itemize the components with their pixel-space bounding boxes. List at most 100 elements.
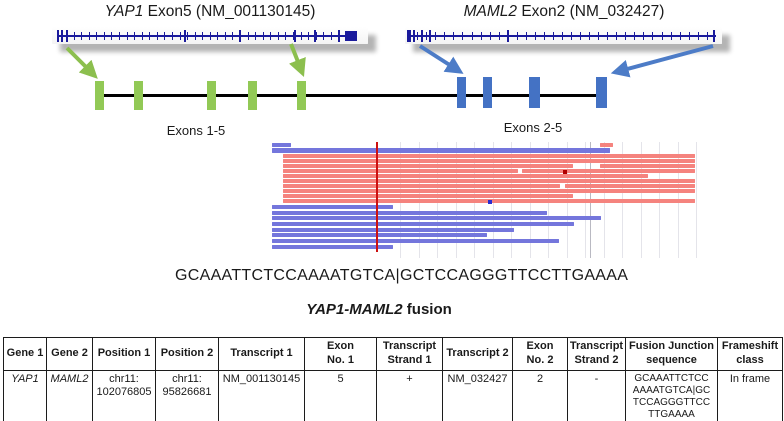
table-cell: YAP1 (3, 369, 47, 421)
fusion-caption: YAP1-MAML2 fusion (306, 301, 452, 318)
exon-tick (453, 32, 455, 40)
exon-tick (462, 32, 464, 40)
exon-tick (426, 32, 428, 40)
gene2-exon-box (457, 77, 466, 108)
exon-tick (534, 32, 536, 40)
fusion-caption-rest: fusion (402, 301, 452, 318)
alignment-read-bar (600, 143, 613, 147)
gene2-title-rest: Exon2 (NM_032427) (517, 3, 665, 20)
exon-tick (88, 32, 90, 40)
exon-tick (73, 32, 75, 40)
exon-tick (224, 32, 226, 40)
mismatch-dot (563, 170, 567, 174)
fusion-caption-genes: YAP1-MAML2 (306, 301, 403, 318)
exon-tick (489, 32, 491, 40)
exon-tick (525, 32, 527, 40)
table-cell: 2 (512, 369, 568, 421)
alignment-read-bar (283, 164, 573, 168)
alignment-read-bar (272, 239, 559, 243)
alignment-read-bar (283, 184, 560, 188)
table-cell: chr11: 102076805 (92, 369, 156, 421)
table-cell: MAML2 (46, 369, 93, 421)
green-exon-arrow (289, 43, 306, 78)
first-exon-block (407, 30, 411, 42)
exon-tick (598, 32, 600, 40)
alignment-read-bar (283, 169, 518, 173)
exon-tick (255, 32, 257, 40)
exon-tick-tall (57, 30, 60, 42)
alignment-read-bar (283, 159, 695, 163)
exon-tick (444, 32, 446, 40)
exon-tick (149, 32, 151, 40)
alignment-read-bar (272, 245, 393, 249)
exon-tick (300, 32, 302, 40)
alignment-read-bar (600, 164, 695, 168)
table-cell: - (567, 369, 626, 421)
exon-tick (164, 32, 166, 40)
alignment-read-bar (283, 189, 695, 193)
gene1-title-rest: Exon5 (NM_001130145) (143, 3, 316, 20)
gene2-exon-box (596, 77, 607, 108)
gene1-exon-box (248, 81, 257, 110)
gene1-transcript-track (52, 27, 368, 44)
exon-tick (277, 32, 279, 40)
fusion-table-data-row: YAP1 MAML2 chr11: 102076805 chr11: 95826681… (3, 369, 783, 421)
exon-tick (652, 32, 654, 40)
table-header-cell: Transcript Strand 1 (376, 337, 443, 371)
exon-tick (661, 32, 663, 40)
exon-tick (209, 32, 211, 40)
exon-tick (616, 32, 618, 40)
exon-tick (141, 32, 143, 40)
exon-tick (643, 32, 645, 40)
exon-tick (688, 32, 690, 40)
fusion-table-header-row: Gene 1 Gene 2 Position 1 Position 2 Transcri… (3, 337, 783, 371)
table-header-cell: Gene 1 (3, 337, 47, 371)
exon-tick (202, 32, 204, 40)
exon-tick (315, 32, 317, 40)
exon-tick (634, 32, 636, 40)
green-exon-arrow (65, 46, 98, 79)
gene2-transcript-track (405, 27, 722, 44)
exon-tick (670, 32, 672, 40)
exon-tick (194, 32, 196, 40)
gene1-exon-box (134, 81, 143, 110)
exon-tick (679, 32, 681, 40)
last-exon-block (345, 31, 357, 41)
exon-tick (607, 32, 609, 40)
gene1-name: YAP1 (104, 3, 144, 20)
exon-tick-tall (420, 30, 423, 42)
exon-tick-tall (239, 30, 242, 42)
exon-tick-tall (337, 30, 340, 42)
table-header-cell: Exon No. 1 (304, 337, 377, 371)
alignment-read-bar (272, 228, 514, 232)
exon-tick (187, 32, 189, 40)
exon-mapping-arrows (65, 43, 714, 79)
exon-tick (516, 32, 518, 40)
exon-tick-tall (65, 30, 68, 42)
exon-tick (580, 32, 582, 40)
exon-tick (96, 32, 98, 40)
alignment-read-bar (565, 184, 695, 188)
exon-tick (217, 32, 219, 40)
exon-tick-tall (507, 30, 510, 42)
gene2-exon-box (529, 77, 540, 108)
exon-tick (171, 32, 173, 40)
exon-tick (111, 32, 113, 40)
exon-tick (498, 32, 500, 40)
alignment-read-bar (283, 174, 648, 178)
exon-tick (543, 32, 545, 40)
exon-tick-tall (413, 30, 416, 42)
gene2-exon-box (483, 77, 492, 108)
alignment-read-bar (272, 143, 291, 147)
exon-tick (81, 32, 83, 40)
exon-tick (480, 32, 482, 40)
gene2-name: MAML2 (463, 3, 518, 20)
exon-tick (562, 32, 563, 40)
table-header-cell: Transcript 2 (442, 337, 513, 371)
exon-tick (103, 32, 105, 40)
gene1-exon-box (297, 81, 306, 110)
exon-tick (308, 32, 310, 40)
alignment-read-bar (283, 194, 573, 198)
table-cell: NM_001130145 (218, 369, 305, 421)
